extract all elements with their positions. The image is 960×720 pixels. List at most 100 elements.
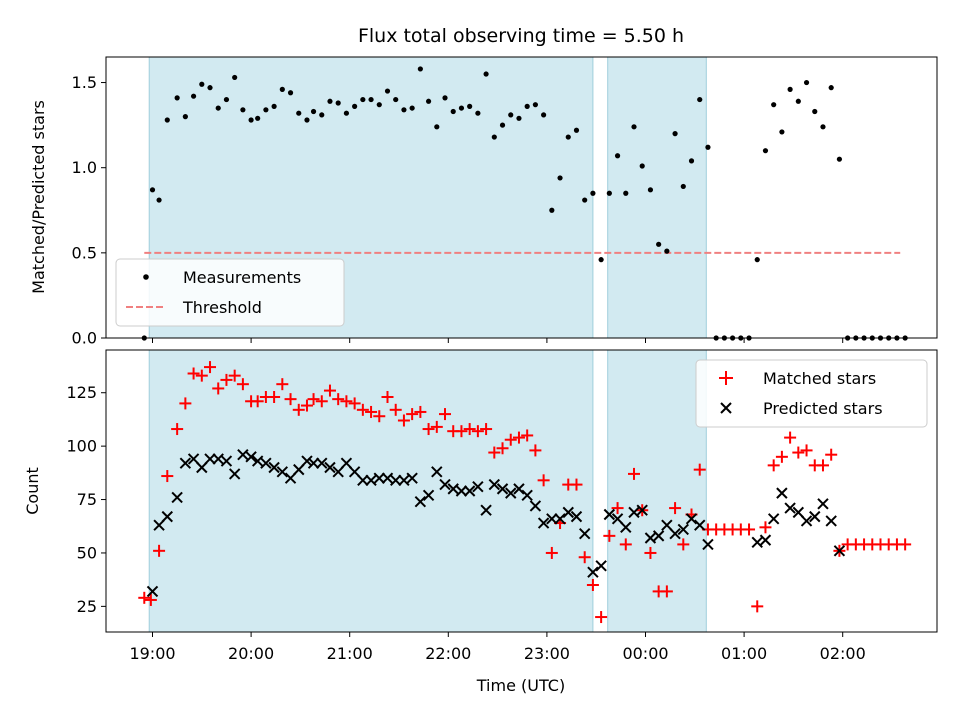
y-tick-label: 125	[66, 383, 97, 402]
measurement-point	[606, 190, 612, 196]
measurement-point	[207, 85, 213, 91]
matched-star-point	[529, 444, 542, 457]
matched-star-point	[430, 420, 443, 433]
predicted-star-point	[284, 472, 297, 484]
legend-matched-label: Matched stars	[763, 369, 876, 388]
predicted-star-point	[171, 491, 183, 504]
matched-star-point	[521, 429, 534, 442]
matched-star-point	[816, 459, 829, 472]
matched-star-point	[195, 369, 208, 382]
measurement-point	[458, 105, 465, 111]
predicted-star-point	[759, 534, 772, 546]
bottom-y-ticks: 25 50 75 100 125	[66, 383, 106, 616]
predicted-star-point	[652, 530, 665, 542]
matched-star-point	[693, 463, 706, 476]
measurement-point	[475, 110, 481, 116]
bottom-x-ticks: 19:00 20:00 21:00 22:00 23:00 00:00 01:00 02:00	[129, 632, 866, 663]
bottom-y-axis-label: Count	[23, 467, 42, 515]
top-axes-frame	[105, 56, 938, 339]
measurement-point	[623, 190, 629, 196]
predicted-star-point	[161, 510, 173, 523]
matched-star-point	[627, 467, 640, 480]
matched-star-point	[348, 397, 361, 410]
matched-star-point	[315, 395, 328, 408]
matched-star-point	[463, 423, 476, 436]
predicted-star-point	[439, 478, 451, 491]
measurement-point	[614, 153, 621, 159]
predicted-star-point	[373, 472, 385, 484]
measurement-point	[368, 96, 374, 103]
predicted-star-point	[422, 489, 435, 501]
predicted-star-point	[153, 519, 165, 531]
predicted-star-point	[332, 466, 344, 478]
predicted-star-point	[276, 466, 289, 478]
matched-star-point	[236, 378, 249, 391]
predicted-star-point	[817, 498, 829, 510]
measurement-point	[425, 98, 432, 104]
measurement-point	[664, 248, 670, 254]
predicted-star-point	[800, 515, 813, 527]
measurement-point	[762, 148, 769, 154]
predicted-star-point	[702, 538, 714, 551]
shaded-region	[607, 349, 707, 633]
measurement-point	[499, 122, 506, 128]
measurement-point	[279, 86, 285, 92]
measurement-point	[327, 98, 333, 104]
predicted-star-point	[587, 566, 599, 578]
predicted-star-point	[562, 506, 574, 519]
matched-star-point	[545, 546, 558, 559]
measurement-point	[828, 85, 834, 91]
predicted-star-point	[677, 523, 690, 536]
matched-star-point	[800, 444, 813, 457]
measurement-point	[532, 102, 538, 108]
matched-star-point	[204, 361, 217, 374]
predicted-star-point	[268, 461, 280, 474]
matched-star-point	[373, 410, 386, 423]
legend-measurements-marker	[143, 274, 149, 280]
predicted-star-point	[187, 453, 200, 465]
predicted-star-point	[245, 451, 257, 463]
y-tick-label: 1.5	[72, 73, 97, 92]
matched-star-point	[784, 431, 797, 444]
measurement-point	[541, 112, 547, 118]
predicted-star-point	[307, 457, 320, 469]
matched-star-point	[179, 397, 192, 410]
predicted-star-point	[324, 461, 336, 474]
top-x-ticks	[152, 338, 844, 343]
measurement-point	[296, 110, 302, 116]
predicted-star-point	[751, 536, 763, 548]
matched-star-point	[570, 478, 583, 491]
matched-star-point	[389, 403, 402, 416]
shaded-region	[607, 56, 707, 339]
bottom-axes-frame	[105, 349, 938, 633]
legend-threshold-label: Threshold	[182, 298, 262, 317]
predicted-star-point	[792, 506, 805, 519]
measurement-point	[467, 103, 473, 109]
predicted-star-point	[228, 468, 241, 480]
predicted-star-point	[669, 528, 681, 540]
predicted-star-point	[825, 515, 837, 527]
matched-star-point	[759, 521, 772, 534]
top-y-axis-label: Matched/Predicted stars	[29, 100, 48, 294]
measurement-point	[680, 183, 686, 190]
matched-star-point	[365, 405, 378, 418]
legend-predicted-label: Predicted stars	[763, 399, 883, 418]
measurement-point	[215, 105, 221, 111]
predicted-star-point	[463, 485, 476, 497]
measurement-point	[255, 115, 261, 121]
predicted-star-point	[146, 585, 159, 598]
x-tick-label: 22:00	[425, 644, 471, 663]
y-tick-label: 50	[77, 543, 97, 562]
measurement-points	[141, 66, 908, 341]
x-tick-label: 20:00	[228, 644, 274, 663]
measurement-point	[360, 96, 366, 103]
measurement-point	[149, 187, 156, 193]
predicted-star-point	[496, 483, 509, 495]
matched-star-point	[496, 442, 509, 455]
predicted-star-point	[488, 478, 501, 491]
predicted-star-point	[784, 502, 796, 514]
predicted-star-point	[644, 532, 657, 544]
matched-star-point	[276, 378, 289, 391]
y-tick-label: 1.0	[72, 158, 97, 177]
